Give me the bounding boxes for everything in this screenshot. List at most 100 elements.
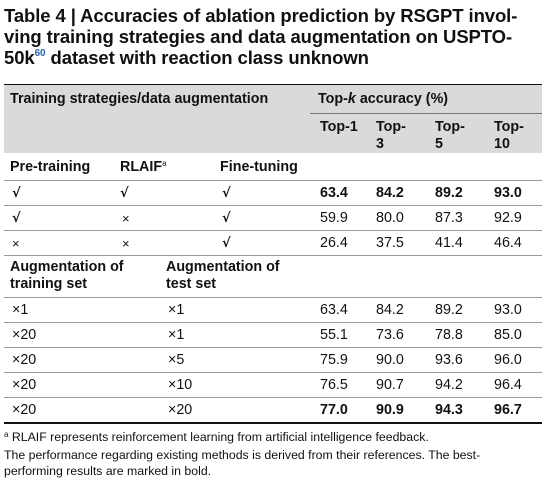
- aug-training-value: ×20: [12, 402, 37, 418]
- value-top3: 37.5: [376, 235, 404, 251]
- title-line-2: ving training strategies and data augmen…: [4, 26, 513, 47]
- header-top1: Top-1: [320, 119, 358, 135]
- header-top3-b: 3: [376, 136, 384, 152]
- value-top3: 90.9: [376, 402, 404, 418]
- value-top3: 90.0: [376, 352, 404, 368]
- aug-test-value: ×1: [168, 327, 185, 343]
- pretraining-cross-icon: ×: [12, 236, 20, 251]
- value-top10: 93.0: [494, 302, 522, 318]
- aug-test-value: ×1: [168, 302, 185, 318]
- table-title: Table 4 | Accuracies of ablation predict…: [4, 5, 545, 68]
- value-top10: 92.9: [494, 210, 522, 226]
- footnote-line-2: The performance regarding existing metho…: [4, 448, 481, 462]
- value-top1: 26.4: [320, 235, 348, 251]
- aug-training-value: ×20: [12, 327, 37, 343]
- rlaif-check-icon: √: [120, 186, 129, 201]
- col-rlaif-footnote-mark: a: [162, 159, 167, 168]
- pretraining-check-icon: √: [12, 186, 21, 201]
- col-aug-training-b: training set: [10, 276, 88, 292]
- header-top3: Top- 3: [376, 119, 406, 153]
- footnote-a-text: RLAIF represents reinforcement learning …: [8, 430, 429, 444]
- header-top10: Top- 10: [494, 119, 524, 153]
- row-divider: [4, 347, 542, 348]
- rlaif-cross-icon: ×: [122, 211, 130, 226]
- header-strategies: Training strategies/data augmentation: [10, 91, 269, 107]
- row-divider: [4, 322, 542, 323]
- aug-test-value: ×10: [168, 377, 193, 393]
- table-row: ×20 ×1 55.1 73.6 78.8 85.0: [4, 323, 542, 347]
- header-sub-rule: [310, 113, 542, 114]
- row-divider: [4, 372, 542, 373]
- value-top3: 84.2: [376, 302, 404, 318]
- aug-test-value: ×5: [168, 352, 185, 368]
- table-row: √ √ √ 63.4 84.2 89.2 93.0: [4, 181, 542, 205]
- table-bottom-rule: [4, 422, 542, 424]
- col-rlaif-label: RLAIF: [120, 159, 163, 175]
- title-line-3: 50k60 dataset with reaction class unknow…: [4, 47, 545, 68]
- col-aug-training-a: Augmentation of: [10, 259, 124, 275]
- value-top10: 46.4: [494, 235, 522, 251]
- value-top5: 94.3: [435, 402, 463, 418]
- aug-training-value: ×20: [12, 377, 37, 393]
- value-top3: 80.0: [376, 210, 404, 226]
- table-row: ×20 ×20 77.0 90.9 94.3 96.7: [4, 398, 542, 422]
- results-table: Training strategies/data augmentation To…: [4, 84, 542, 424]
- finetuning-check-icon: √: [222, 211, 231, 226]
- value-top10: 85.0: [494, 327, 522, 343]
- aug-test-value: ×20: [168, 402, 193, 418]
- section1-header-rule: [4, 180, 542, 181]
- title-line-1: Table 4 | Accuracies of ablation predict…: [4, 5, 518, 26]
- footnote-line-3: performing results are marked in bold.: [4, 464, 212, 478]
- table-row: × × √ 26.4 37.5 41.4 46.4: [4, 231, 542, 255]
- header-topk-k: k: [347, 91, 356, 107]
- header-top10-b: 10: [494, 136, 510, 152]
- col-rlaif: RLAIFa: [120, 159, 167, 176]
- footnote-a-mark: a: [4, 430, 9, 439]
- header-topk: Top-k accuracy (%): [318, 91, 448, 108]
- header-top10-a: Top-: [494, 119, 524, 135]
- value-top5: 89.2: [435, 302, 463, 318]
- table-row: ×1 ×1 63.4 84.2 89.2 93.0: [4, 298, 542, 322]
- value-top5: 89.2: [435, 185, 463, 201]
- header-top5-a: Top-: [435, 119, 465, 135]
- table-row: ×20 ×10 76.5 90.7 94.2 96.4: [4, 373, 542, 397]
- row-divider: [4, 397, 542, 398]
- table-row: √ × √ 59.9 80.0 87.3 92.9: [4, 206, 542, 230]
- aug-training-value: ×1: [12, 302, 29, 318]
- rlaif-cross-icon: ×: [122, 236, 130, 251]
- value-top5: 87.3: [435, 210, 463, 226]
- value-top1: 63.4: [320, 185, 348, 201]
- header-top3-a: Top-: [376, 119, 406, 135]
- col-aug-training: Augmentation of training set: [10, 259, 124, 293]
- title-line-3-end: dataset with reaction class unknown: [45, 47, 369, 68]
- value-top10: 96.7: [494, 402, 522, 418]
- col-aug-test: Augmentation of test set: [166, 259, 280, 293]
- header-top5-b: 5: [435, 136, 443, 152]
- value-top1: 63.4: [320, 302, 348, 318]
- value-top5: 78.8: [435, 327, 463, 343]
- footnote-a: a RLAIF represents reinforcement learnin…: [4, 429, 544, 445]
- row-divider: [4, 255, 542, 256]
- title-line-3-start: 50k: [4, 47, 35, 68]
- value-top5: 93.6: [435, 352, 463, 368]
- row-divider: [4, 230, 542, 231]
- section2-header-rule: [4, 297, 542, 298]
- header-topk-a: Top-: [318, 91, 348, 107]
- pretraining-check-icon: √: [12, 211, 21, 226]
- header-top5: Top- 5: [435, 119, 465, 153]
- value-top1: 55.1: [320, 327, 348, 343]
- value-top3: 73.6: [376, 327, 404, 343]
- table-row: ×20 ×5 75.9 90.0 93.6 96.0: [4, 348, 542, 372]
- reference-link[interactable]: 60: [34, 48, 46, 59]
- col-aug-test-b: test set: [166, 276, 217, 292]
- aug-training-value: ×20: [12, 352, 37, 368]
- value-top10: 96.0: [494, 352, 522, 368]
- value-top5: 41.4: [435, 235, 463, 251]
- value-top3: 90.7: [376, 377, 404, 393]
- finetuning-check-icon: √: [222, 236, 231, 251]
- value-top1: 59.9: [320, 210, 348, 226]
- row-divider: [4, 205, 542, 206]
- value-top1: 75.9: [320, 352, 348, 368]
- col-pretraining: Pre-training: [10, 159, 91, 175]
